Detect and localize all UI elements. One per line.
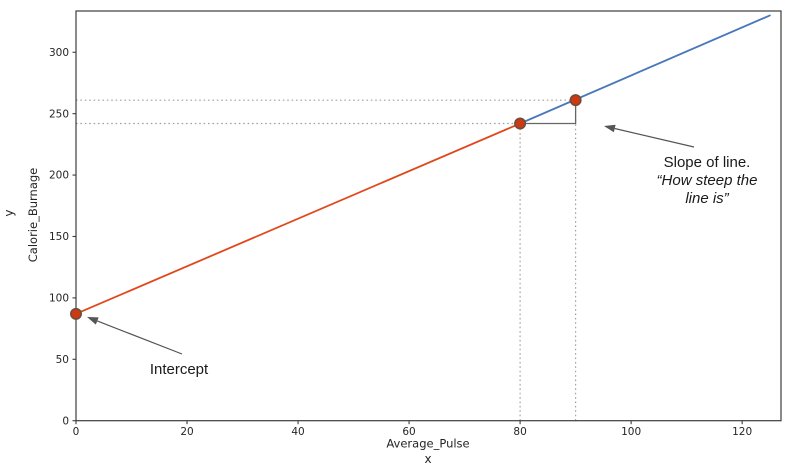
line-series-group (75, 14, 771, 315)
slope-annotation-arrowhead (604, 124, 616, 133)
slope-step (520, 100, 577, 125)
intercept-annotation-arrowhead (87, 317, 99, 325)
y-tick-label: 0 (62, 415, 69, 427)
slope-annotation-text: line is” (685, 190, 729, 207)
y-tick-label: 200 (49, 170, 69, 182)
y-tick-label: 150 (49, 231, 69, 243)
x-tick-label: 0 (73, 426, 80, 438)
annotations-group: Intercept Slope of line.“How steep thelin… (87, 124, 758, 378)
slope-annotation-text: Slope of line. (664, 154, 751, 171)
x-axis-secondary-label: x (424, 452, 431, 466)
y-axis-label: Calorie_Burnage (26, 168, 40, 262)
y-tick-label: 50 (56, 354, 69, 366)
intercept-annotation-arrow (97, 320, 183, 355)
y-tick-label: 250 (49, 108, 69, 120)
y-axis-secondary-label: y (2, 209, 16, 216)
guide-lines-group (76, 99, 577, 421)
intercept-annotation-text: Intercept (150, 361, 209, 378)
regression-line-segment (75, 122, 521, 315)
data-point (70, 307, 83, 320)
x-tick-label: 120 (732, 426, 752, 438)
y-tick-label: 300 (49, 47, 69, 59)
plot-border (75, 10, 782, 422)
data-point (569, 94, 582, 107)
x-tick-label: 20 (180, 426, 193, 438)
regression-line-segment (519, 14, 771, 125)
slope-annotation-arrow (614, 127, 695, 148)
x-tick-label: 60 (402, 426, 415, 438)
data-points-group (70, 94, 582, 320)
slope-annotation-text: “How steep the (657, 172, 758, 189)
y-tick-label: 100 (49, 292, 69, 304)
x-axis-label: Average_Pulse (386, 437, 469, 451)
x-tick-label: 100 (621, 426, 641, 438)
x-tick-label: 40 (291, 426, 304, 438)
data-point (514, 117, 527, 130)
axes-group: 0 20 40 60 80 100 120 0 50 100 150 200 250 300 (49, 10, 782, 438)
x-tick-label: 80 (513, 426, 526, 438)
